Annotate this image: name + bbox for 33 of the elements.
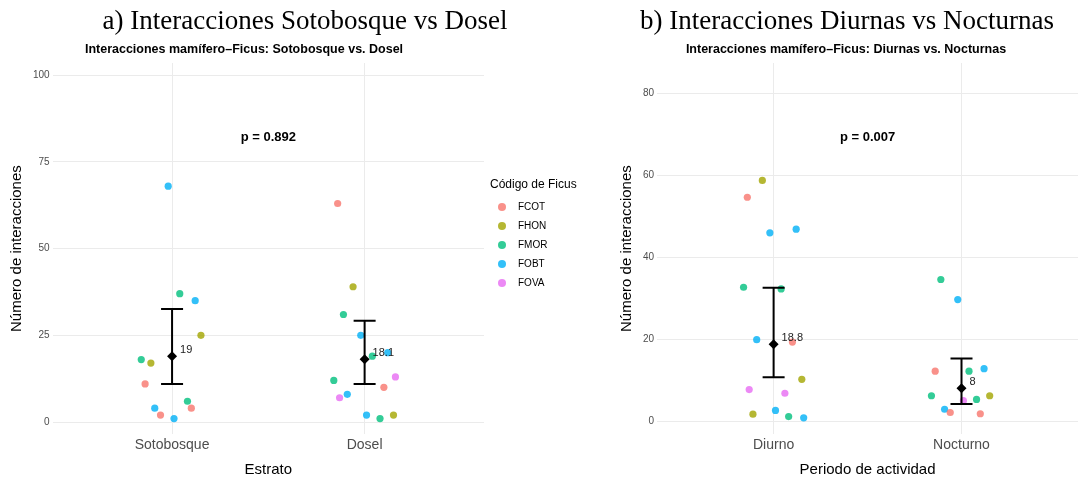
chart-subtitle: Interacciones mamífero–Ficus: Diurnas vs. Nocturnas (685, 41, 1007, 56)
annotation: p = 0.892 (240, 128, 296, 144)
x-tick-label: Nocturno (933, 436, 991, 453)
x-axis-title: Estrato (244, 460, 293, 478)
x-tick-label: Dosel (346, 436, 383, 453)
legend-label: FMOR (518, 239, 548, 250)
y-axis-title: Número de interacciones (7, 165, 25, 332)
legend-title: Código de Ficus (490, 177, 578, 191)
y-tick-label: 20 (643, 333, 655, 344)
chart-subtitle: Interacciones mamífero–Ficus: Sotobosque vs. Dosel (84, 41, 404, 56)
y-tick-label: 60 (643, 169, 655, 181)
y-tick-label: 40 (643, 251, 655, 263)
x-axis-title: Periodo de actividad (799, 460, 936, 478)
y-tick-label: 75 (38, 155, 51, 167)
data-label: 18.8 (781, 331, 804, 344)
y-tick-label: 0 (648, 414, 655, 426)
y-tick-label: 0 (44, 415, 51, 427)
legend-label: FCOT (518, 201, 546, 212)
y-axis-title: Número de interacciones (617, 165, 635, 332)
data-label: 8 (969, 375, 976, 388)
x-tick-label: Diurno (752, 436, 795, 453)
x-tick-label: Sotobosque (134, 436, 210, 453)
legend-label: FOBT (518, 258, 545, 269)
y-tick-label: 50 (38, 242, 51, 254)
legend-label: FOVA (518, 277, 545, 288)
y-tick-label: 25 (38, 329, 51, 341)
y-tick-label: 80 (643, 87, 655, 99)
data-label: 19 (180, 343, 193, 356)
annotation: p = 0.007 (839, 128, 896, 144)
chart-title: b) Interacciones Diurnas vs Nocturnas (639, 4, 1055, 37)
chart-title: a) Interacciones Sotobosque vs Dosel (101, 4, 509, 37)
legend-label: FHON (518, 220, 547, 231)
y-tick-label: 100 (33, 68, 51, 80)
